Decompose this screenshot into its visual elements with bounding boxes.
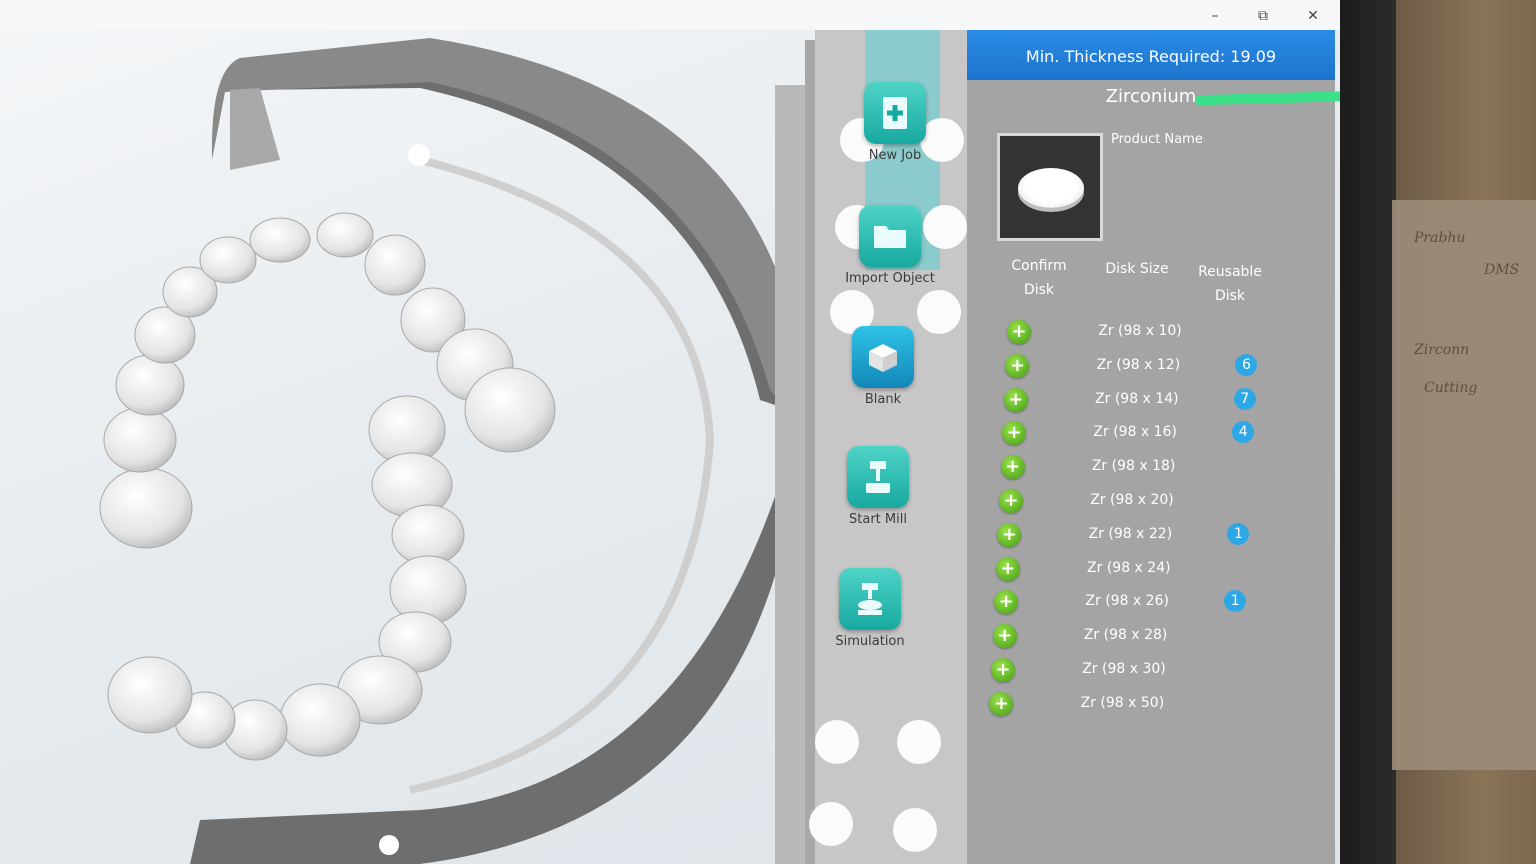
min-thickness-header: Min. Thickness Required: 19.09 [967, 30, 1335, 80]
disk-size-row: + Zr (98 x 16) 4 [960, 419, 1328, 449]
reusable-disk-count-badge[interactable]: 4 [1232, 421, 1255, 444]
col-reusable-line2: Disk [1214, 288, 1246, 304]
note-line-3: Zirconn [1414, 342, 1470, 358]
col-confirm-disk: Confirm Disk [1003, 254, 1075, 302]
confirm-disk-plus-icon[interactable]: + [992, 624, 1017, 649]
disk-size-label: Zr (98 x 30) [1082, 661, 1166, 677]
disk-size-label: Zr (98 x 10) [1098, 323, 1182, 339]
restore-icon[interactable]: ⧉ [1258, 8, 1268, 24]
material-title: Zirconium [1105, 86, 1197, 107]
start-mill-button[interactable]: Start Mill [828, 446, 928, 527]
3d-viewport[interactable] [0, 30, 800, 864]
disk-size-label: Zr (98 x 20) [1090, 492, 1174, 508]
disk-size-label: Zr (98 x 50) [1080, 694, 1165, 711]
disk-size-label: Zr (98 x 22) [1088, 525, 1173, 542]
note-line-4: Cutting [1424, 380, 1478, 396]
disk-size-label: Zr (98 x 16) [1093, 424, 1177, 441]
product-preview [997, 133, 1103, 241]
confirm-disk-plus-icon[interactable]: + [1007, 320, 1031, 344]
disk-size-row: + Zr (98 x 24) [954, 555, 1322, 585]
disk-image [1018, 168, 1084, 208]
disk-size-row: + Zr (98 x 20) [957, 487, 1325, 517]
disk-size-row: + Zr (98 x 18) [959, 453, 1327, 483]
title-bar: – ⧉ ✕ [0, 0, 1340, 30]
confirm-disk-plus-icon[interactable]: + [1005, 353, 1030, 378]
simulation-label: Simulation [835, 634, 905, 649]
blank-label: Blank [864, 392, 902, 407]
holder-hole [815, 720, 859, 764]
new-file-icon [864, 82, 926, 144]
monitor-screen: – ⧉ ✕ [0, 0, 1395, 864]
confirm-disk-plus-icon[interactable]: + [997, 522, 1022, 547]
confirm-disk-plus-icon[interactable]: + [1003, 387, 1028, 412]
simulation-icon [839, 568, 901, 630]
confirm-disk-plus-icon[interactable]: + [1002, 421, 1027, 446]
blank-box-icon [852, 326, 914, 388]
import-object-button[interactable]: Import Object [840, 205, 940, 286]
reusable-disk-count-badge[interactable]: 6 [1235, 353, 1258, 376]
disk-size-row: + Zr (98 x 10) [965, 318, 1333, 348]
disk-size-row: + Zr (98 x 28) [951, 622, 1319, 652]
blank-button[interactable]: Blank [833, 326, 933, 407]
holder-hole [920, 118, 964, 162]
confirm-disk-plus-icon[interactable]: + [989, 691, 1014, 716]
simulation-button[interactable]: Simulation [820, 568, 920, 649]
disk-size-label: Zr (98 x 26) [1085, 593, 1169, 610]
monitor-bezel [1340, 0, 1396, 864]
disk-size-row: + Zr (98 x 14) 7 [962, 386, 1330, 416]
handwritten-note: Prabhu DMS Zirconn Cutting [1392, 200, 1536, 770]
holder-hole [923, 205, 967, 249]
new-job-button[interactable]: New Job [845, 82, 945, 163]
close-icon[interactable]: ✕ [1307, 8, 1319, 24]
note-line-1: Prabhu [1414, 230, 1466, 246]
reusable-disk-count-badge[interactable]: 1 [1227, 522, 1250, 545]
disk-size-row: + Zr (98 x 12) 6 [963, 352, 1331, 382]
disk-size-row: + Zr (98 x 26) 1 [952, 588, 1320, 618]
new-job-label: New Job [868, 148, 922, 163]
holder-hole [893, 808, 937, 852]
confirm-disk-plus-icon[interactable]: + [994, 590, 1019, 615]
import-object-label: Import Object [845, 271, 935, 286]
confirm-disk-plus-icon[interactable]: + [991, 658, 1015, 682]
disk-size-label: Zr (98 x 12) [1096, 356, 1181, 373]
col-confirm-line1: Confirm [1011, 258, 1067, 274]
viewport-divider [805, 40, 817, 864]
disk-size-row: + Zr (98 x 22) 1 [955, 521, 1323, 551]
start-mill-label: Start Mill [849, 512, 907, 527]
milling-holder-scene [99, 38, 800, 864]
product-name-label: Product Name [1111, 132, 1203, 147]
mill-machine-icon [847, 446, 909, 508]
col-reusable-line1: Reusable [1198, 264, 1262, 280]
disk-size-label: Zr (98 x 24) [1087, 559, 1171, 576]
note-line-2: DMS [1484, 262, 1520, 278]
col-disk-size: Disk Size [1105, 261, 1169, 277]
confirm-disk-plus-icon[interactable]: + [995, 556, 1020, 581]
confirm-disk-plus-icon[interactable]: + [1000, 455, 1025, 480]
holder-hole [809, 802, 853, 846]
disk-size-row: + Zr (98 x 50) [947, 690, 1315, 720]
holder-hole [897, 720, 941, 764]
disk-size-label: Zr (98 x 18) [1091, 458, 1176, 475]
reusable-disk-count-badge[interactable]: 7 [1233, 387, 1256, 410]
confirm-disk-plus-icon[interactable]: + [999, 489, 1023, 513]
disk-size-label: Zr (98 x 14) [1095, 390, 1179, 407]
folder-icon [859, 205, 921, 267]
col-reusable-disk: Reusable Disk [1189, 260, 1271, 308]
disk-selection-panel: Min. Thickness Required: 19.09 Zirconium… [967, 30, 1335, 864]
main-toolbar: New Job Import Object Blank Start Mill S… [809, 30, 970, 864]
minimize-icon[interactable]: – [1211, 8, 1219, 24]
holder-arm [775, 85, 810, 864]
disk-size-row: + Zr (98 x 30) [949, 656, 1317, 686]
reusable-disk-count-badge[interactable]: 1 [1224, 590, 1247, 613]
holder-hole [917, 290, 961, 334]
col-confirm-line2: Disk [1023, 282, 1055, 298]
disk-size-label: Zr (98 x 28) [1083, 627, 1168, 644]
